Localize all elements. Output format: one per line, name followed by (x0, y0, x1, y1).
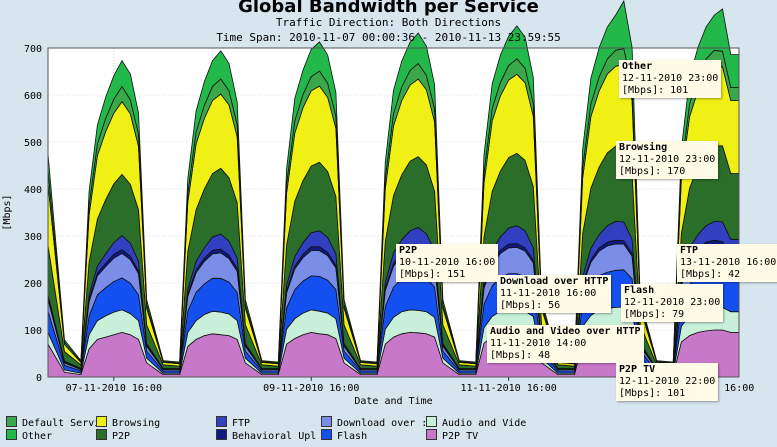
tooltip-value: [Mbps]: 48 (490, 350, 551, 361)
tooltip-value: [Mbps]: 170 (619, 166, 686, 177)
tooltip-value: [Mbps]: 101 (622, 85, 689, 96)
tooltip-time: 11-11-2010 16:00 (500, 288, 597, 299)
tooltip-value: [Mbps]: 56 (500, 300, 561, 311)
tooltip-flash: Flash 12-11-2010 23:00 [Mbps]: 79 (621, 284, 724, 322)
tooltip-time: 12-11-2010 23:00 (619, 154, 716, 165)
y-tick-label: 600 (24, 91, 42, 102)
legend-item[interactable]: P2P (96, 429, 130, 443)
legend-swatch (426, 416, 437, 427)
tooltip-browsing: Browsing 12-11-2010 23:00 [Mbps]: 170 (616, 141, 719, 179)
tooltip-time: 10-11-2010 16:00 (399, 257, 496, 268)
legend-item[interactable]: Behavioral Upl (216, 429, 316, 443)
legend-swatch (6, 416, 17, 427)
tooltip-value: [Mbps]: 42 (680, 269, 741, 280)
tooltip-p2p-tv: P2P TV 12-11-2010 22:00 [Mbps]: 101 (616, 363, 719, 401)
legend-label: FTP (232, 418, 251, 429)
legend-swatch (426, 429, 437, 440)
legend-label: Default Servic (22, 418, 107, 429)
legend-item[interactable]: FTP (216, 416, 250, 430)
chart-title: Global Bandwidth per Service (238, 0, 539, 17)
legend-label: Behavioral Upl (232, 431, 317, 442)
legend-label: P2P TV (442, 431, 479, 442)
tooltip-download-over-http: Download over HTTP 11-11-2010 16:00 [Mbps]… (497, 275, 612, 313)
tooltip-time: 12-11-2010 23:00 (624, 297, 721, 308)
legend-swatch (216, 429, 227, 440)
tooltip-series-name: FTP (680, 245, 699, 256)
x-tick-label: 11-11-2010 16:00 (461, 383, 557, 394)
legend-item[interactable]: Flash (321, 429, 367, 443)
tooltip-audio-and-video-over-http: Audio and Video over HTTP 11-11-2010 14:0… (487, 325, 644, 363)
legend-swatch (6, 429, 17, 440)
area-series (47, 0, 740, 378)
legend-label: Browsing (112, 418, 161, 429)
y-tick-label: 700 (24, 44, 42, 55)
legend-label: Flash (337, 431, 368, 442)
x-axis-label: Date and Time (354, 396, 432, 407)
tooltip-value: [Mbps]: 151 (399, 269, 466, 280)
tooltip-series-name: Audio and Video over HTTP (490, 326, 641, 337)
tooltip-series-name: Download over HTTP (500, 276, 609, 287)
legend-item[interactable]: Browsing (96, 416, 160, 430)
legend-swatch (216, 416, 227, 427)
legend-item[interactable]: Audio and Vide (426, 416, 526, 430)
legend-swatch (321, 416, 332, 427)
legend-label: Other (22, 431, 53, 442)
tooltip-value: [Mbps]: 101 (619, 388, 686, 399)
tooltip-series-name: Flash (624, 285, 655, 296)
legend: Default Servic Browsing FTP Download over :… (0, 410, 777, 447)
tooltip-series-name: Other (622, 61, 653, 72)
tooltip-series-name: P2P (399, 245, 418, 256)
tooltip-value: [Mbps]: 79 (624, 309, 685, 320)
x-tick-label: 09-11-2010 16:00 (263, 383, 359, 394)
legend-label: Download over : (337, 418, 428, 429)
y-tick-label: 0 (36, 373, 42, 384)
y-tick-label: 500 (24, 138, 42, 149)
tooltip-p2p: P2P 10-11-2010 16:00 [Mbps]: 151 (396, 244, 499, 282)
legend-swatch (96, 416, 107, 427)
legend-item[interactable]: Default Servic (6, 416, 106, 430)
legend-label: Audio and Vide (442, 418, 527, 429)
legend-item[interactable]: Other (6, 429, 52, 443)
legend-swatch (321, 429, 332, 440)
y-tick-label: 100 (24, 326, 42, 337)
tooltip-series-name: Browsing (619, 142, 668, 153)
tooltip-time: 12-11-2010 23:00 (622, 73, 719, 84)
plot-frame (47, 47, 740, 378)
y-axis-label: [Mbps] (2, 194, 13, 230)
tooltip-series-name: P2P TV (619, 364, 656, 375)
legend-item[interactable]: P2P TV (426, 429, 478, 443)
tooltip-other: Other 12-11-2010 23:00 [Mbps]: 101 (619, 60, 722, 98)
chart-time-span: Time Span: 2010-11-07 00:00:36 - 2010-11… (216, 31, 561, 44)
y-tick-label: 300 (24, 232, 42, 243)
legend-label: P2P (112, 431, 131, 442)
legend-item[interactable]: Download over : (321, 416, 427, 430)
y-tick-label: 400 (24, 185, 42, 196)
x-tick-label: 07-11-2010 16:00 (66, 383, 162, 394)
y-tick-label: 200 (24, 279, 42, 290)
tooltip-time: 13-11-2010 16:00 (680, 257, 777, 268)
legend-swatch (96, 429, 107, 440)
tooltip-time: 11-11-2010 14:00 (490, 338, 587, 349)
tooltip-time: 12-11-2010 22:00 (619, 376, 716, 387)
chart-subtitle: Traffic Direction: Both Directions (275, 16, 502, 29)
tooltip-ftp: FTP 13-11-2010 16:00 [Mbps]: 42 (677, 244, 777, 282)
